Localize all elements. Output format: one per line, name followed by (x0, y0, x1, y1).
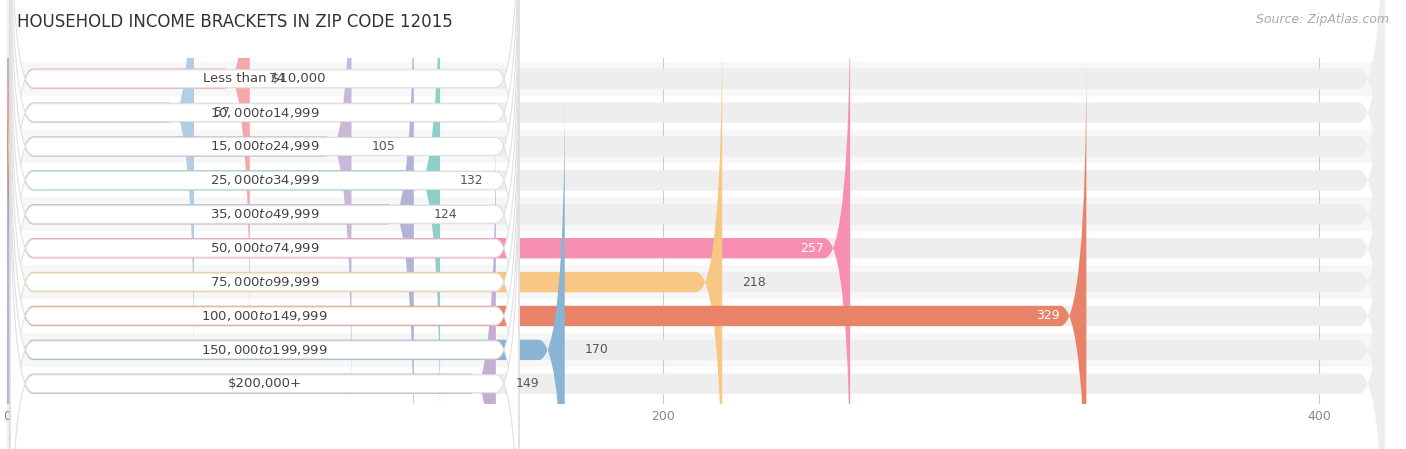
Bar (7, 62, 1385, 96)
Bar (7, 96, 1385, 130)
FancyBboxPatch shape (10, 0, 519, 375)
FancyBboxPatch shape (10, 0, 519, 443)
FancyBboxPatch shape (7, 0, 1385, 449)
Text: $100,000 to $149,999: $100,000 to $149,999 (201, 309, 328, 323)
FancyBboxPatch shape (10, 0, 519, 341)
FancyBboxPatch shape (7, 89, 1385, 449)
FancyBboxPatch shape (7, 0, 440, 441)
Text: $200,000+: $200,000+ (228, 377, 301, 390)
FancyBboxPatch shape (7, 0, 1385, 340)
Text: 149: 149 (516, 377, 538, 390)
FancyBboxPatch shape (10, 155, 519, 449)
Bar (7, 299, 1385, 333)
FancyBboxPatch shape (7, 0, 250, 340)
FancyBboxPatch shape (7, 21, 1385, 449)
FancyBboxPatch shape (7, 21, 723, 449)
Bar (7, 231, 1385, 265)
Text: 257: 257 (800, 242, 824, 255)
FancyBboxPatch shape (7, 89, 565, 449)
FancyBboxPatch shape (10, 88, 519, 449)
FancyBboxPatch shape (7, 0, 1385, 449)
Text: $75,000 to $99,999: $75,000 to $99,999 (209, 275, 319, 289)
Text: 124: 124 (433, 208, 457, 221)
Text: 105: 105 (371, 140, 395, 153)
FancyBboxPatch shape (7, 55, 1385, 449)
FancyBboxPatch shape (7, 55, 1087, 449)
Text: Source: ZipAtlas.com: Source: ZipAtlas.com (1256, 13, 1389, 26)
Text: $35,000 to $49,999: $35,000 to $49,999 (209, 207, 319, 221)
FancyBboxPatch shape (10, 0, 519, 307)
Text: 132: 132 (460, 174, 484, 187)
FancyBboxPatch shape (10, 54, 519, 449)
Bar (7, 198, 1385, 231)
Text: 74: 74 (270, 72, 285, 85)
Text: $15,000 to $24,999: $15,000 to $24,999 (209, 140, 319, 154)
FancyBboxPatch shape (7, 0, 413, 449)
Text: $50,000 to $74,999: $50,000 to $74,999 (209, 241, 319, 255)
Text: 218: 218 (742, 276, 766, 289)
FancyBboxPatch shape (7, 123, 1385, 449)
Text: Less than $10,000: Less than $10,000 (204, 72, 326, 85)
Text: $25,000 to $34,999: $25,000 to $34,999 (209, 173, 319, 187)
Text: HOUSEHOLD INCOME BRACKETS IN ZIP CODE 12015: HOUSEHOLD INCOME BRACKETS IN ZIP CODE 12… (17, 13, 453, 31)
FancyBboxPatch shape (7, 0, 194, 374)
Text: $10,000 to $14,999: $10,000 to $14,999 (209, 106, 319, 119)
FancyBboxPatch shape (10, 0, 519, 409)
FancyBboxPatch shape (7, 0, 351, 408)
Bar (7, 333, 1385, 367)
Bar (7, 130, 1385, 163)
Bar (7, 265, 1385, 299)
FancyBboxPatch shape (10, 122, 519, 449)
Text: $150,000 to $199,999: $150,000 to $199,999 (201, 343, 328, 357)
Bar (7, 163, 1385, 198)
Text: 170: 170 (585, 343, 609, 357)
FancyBboxPatch shape (7, 123, 496, 449)
FancyBboxPatch shape (7, 0, 1385, 374)
FancyBboxPatch shape (7, 0, 1385, 441)
Text: 57: 57 (214, 106, 229, 119)
FancyBboxPatch shape (10, 20, 519, 449)
FancyBboxPatch shape (7, 0, 1385, 408)
FancyBboxPatch shape (7, 0, 851, 449)
Bar (7, 367, 1385, 401)
Text: 329: 329 (1036, 309, 1060, 322)
